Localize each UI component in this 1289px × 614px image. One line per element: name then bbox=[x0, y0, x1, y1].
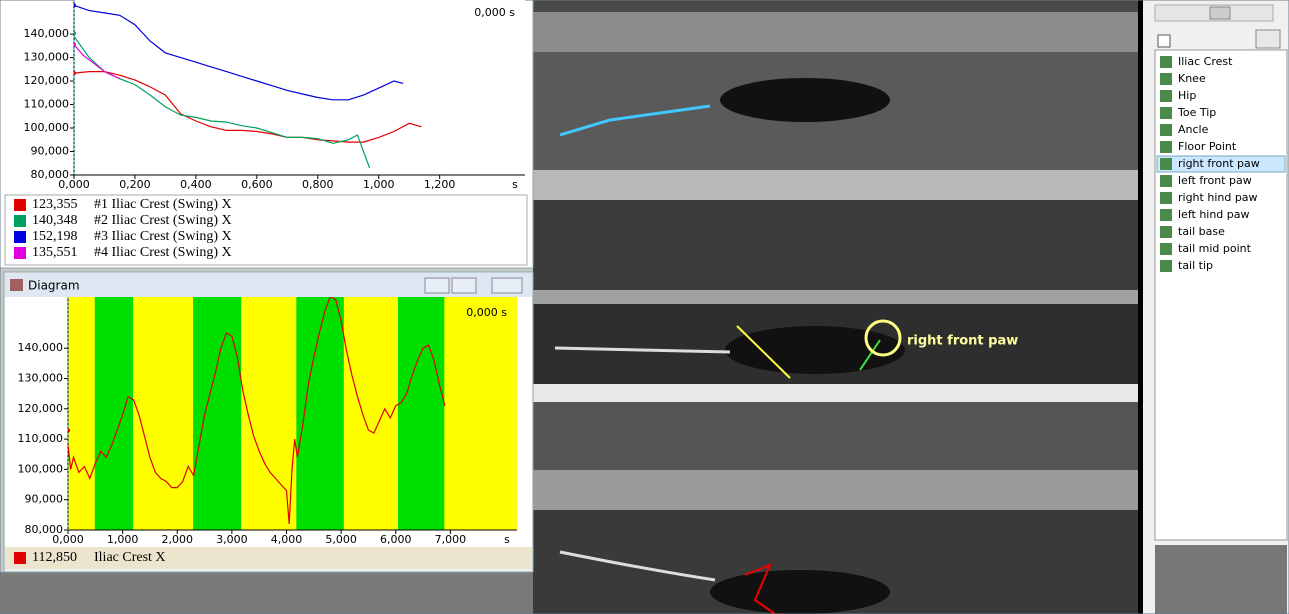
point-item[interactable]: Knee bbox=[1178, 72, 1206, 85]
point-item[interactable]: right hind paw bbox=[1178, 191, 1258, 204]
legend-name: #2 Iliac Crest (Swing) X bbox=[94, 213, 232, 228]
point-icon bbox=[1160, 175, 1172, 187]
preview-thumbnail bbox=[1155, 545, 1287, 614]
legend-swatch bbox=[14, 247, 26, 259]
point-item[interactable]: Toe Tip bbox=[1177, 106, 1216, 119]
x-axis-unit: s bbox=[504, 533, 510, 546]
y-tick-label: 110,000 bbox=[24, 98, 70, 111]
point-icon bbox=[1160, 260, 1172, 272]
minimize-button[interactable] bbox=[425, 278, 449, 293]
point-icon bbox=[1160, 124, 1172, 136]
legend-box bbox=[5, 195, 527, 265]
y-tick-label: 110,000 bbox=[18, 432, 64, 445]
readout-bar bbox=[5, 547, 532, 569]
legend-readout: 140,348 bbox=[32, 213, 78, 228]
y-tick-label: 130,000 bbox=[24, 51, 70, 64]
point-item[interactable]: tail tip bbox=[1178, 259, 1213, 272]
x-tick-label: 2,000 bbox=[161, 533, 193, 546]
option-button[interactable] bbox=[1158, 35, 1170, 47]
y-tick-label: 120,000 bbox=[18, 402, 64, 415]
y-tick-label: 120,000 bbox=[24, 74, 70, 87]
x-axis-unit: s bbox=[512, 178, 518, 191]
point-item[interactable]: left front paw bbox=[1178, 174, 1252, 187]
y-tick-label: 90,000 bbox=[31, 145, 70, 158]
legend-swatch bbox=[14, 199, 26, 211]
window-title: Diagram bbox=[28, 279, 80, 293]
point-item[interactable]: Iliac Crest bbox=[1178, 55, 1233, 68]
y-tick-label: 90,000 bbox=[25, 493, 64, 506]
point-icon bbox=[1160, 243, 1172, 255]
phase-band bbox=[95, 297, 133, 530]
point-item[interactable]: Ancle bbox=[1178, 123, 1209, 136]
legend-name: #1 Iliac Crest (Swing) X bbox=[94, 197, 232, 212]
point-item[interactable]: left hind paw bbox=[1178, 208, 1250, 221]
point-item[interactable]: Floor Point bbox=[1178, 140, 1237, 153]
x-tick-label: 1,000 bbox=[363, 178, 395, 191]
legend-readout: 112,850 bbox=[32, 550, 77, 565]
x-tick-label: 5,000 bbox=[325, 533, 357, 546]
close-button[interactable] bbox=[492, 278, 522, 293]
legend-readout: 152,198 bbox=[32, 229, 78, 244]
point-icon bbox=[1160, 209, 1172, 221]
tracking-label: right front paw bbox=[907, 334, 1018, 349]
scroll-thumb[interactable] bbox=[1210, 7, 1230, 19]
cursor-time: 0,000 s bbox=[474, 6, 515, 19]
screen: right front paw Diagram 80,00090,000100,… bbox=[0, 0, 1289, 614]
point-item[interactable]: right front paw bbox=[1178, 157, 1260, 170]
y-tick-label: 100,000 bbox=[18, 462, 64, 475]
x-tick-label: 1,000 bbox=[107, 533, 139, 546]
point-icon bbox=[1160, 158, 1172, 170]
legend-swatch bbox=[14, 231, 26, 243]
point-item[interactable]: Hip bbox=[1178, 89, 1196, 102]
window-icon bbox=[10, 279, 23, 291]
phase-band bbox=[193, 297, 241, 530]
x-tick-label: 6,000 bbox=[380, 533, 412, 546]
point-icon bbox=[1160, 73, 1172, 85]
x-tick-label: 0,000 bbox=[58, 178, 90, 191]
point-icon bbox=[1160, 141, 1172, 153]
x-tick-label: 4,000 bbox=[271, 533, 303, 546]
point-item[interactable]: tail base bbox=[1178, 225, 1225, 238]
legend-readout: 135,551 bbox=[32, 245, 78, 260]
x-tick-label: 0,800 bbox=[302, 178, 334, 191]
plot-background bbox=[68, 297, 517, 530]
x-tick-label: 3,000 bbox=[216, 533, 248, 546]
x-tick-label: 1,200 bbox=[424, 178, 456, 191]
legend-name: #4 Iliac Crest (Swing) X bbox=[94, 245, 232, 260]
point-list bbox=[1155, 50, 1287, 540]
point-icon bbox=[1160, 192, 1172, 204]
x-tick-label: 7,000 bbox=[435, 533, 467, 546]
legend-readout: 123,355 bbox=[32, 197, 78, 212]
point-item[interactable]: tail mid point bbox=[1178, 242, 1252, 255]
legend-name: #3 Iliac Crest (Swing) X bbox=[94, 229, 232, 244]
legend-name: Iliac Crest X bbox=[94, 550, 166, 565]
page: right front paw Diagram 80,00090,000100,… bbox=[0, 0, 1289, 614]
y-tick-label: 140,000 bbox=[24, 27, 70, 40]
point-icon bbox=[1160, 226, 1172, 238]
point-icon bbox=[1160, 107, 1172, 119]
y-tick-label: 100,000 bbox=[24, 121, 70, 134]
plot-background bbox=[74, 0, 525, 175]
x-tick-label: 0,400 bbox=[180, 178, 212, 191]
x-tick-label: 0,200 bbox=[119, 178, 151, 191]
point-icon bbox=[1160, 90, 1172, 102]
tool-button[interactable] bbox=[1256, 30, 1280, 48]
x-tick-label: 0,600 bbox=[241, 178, 273, 191]
maximize-button[interactable] bbox=[452, 278, 476, 293]
cursor-time: 0,000 s bbox=[466, 306, 507, 319]
legend-swatch bbox=[14, 215, 26, 227]
point-icon bbox=[1160, 56, 1172, 68]
y-tick-label: 130,000 bbox=[18, 372, 64, 385]
phase-band bbox=[398, 297, 444, 530]
y-tick-label: 140,000 bbox=[18, 341, 64, 354]
x-tick-label: 0,000 bbox=[52, 533, 84, 546]
legend-swatch bbox=[14, 552, 26, 564]
